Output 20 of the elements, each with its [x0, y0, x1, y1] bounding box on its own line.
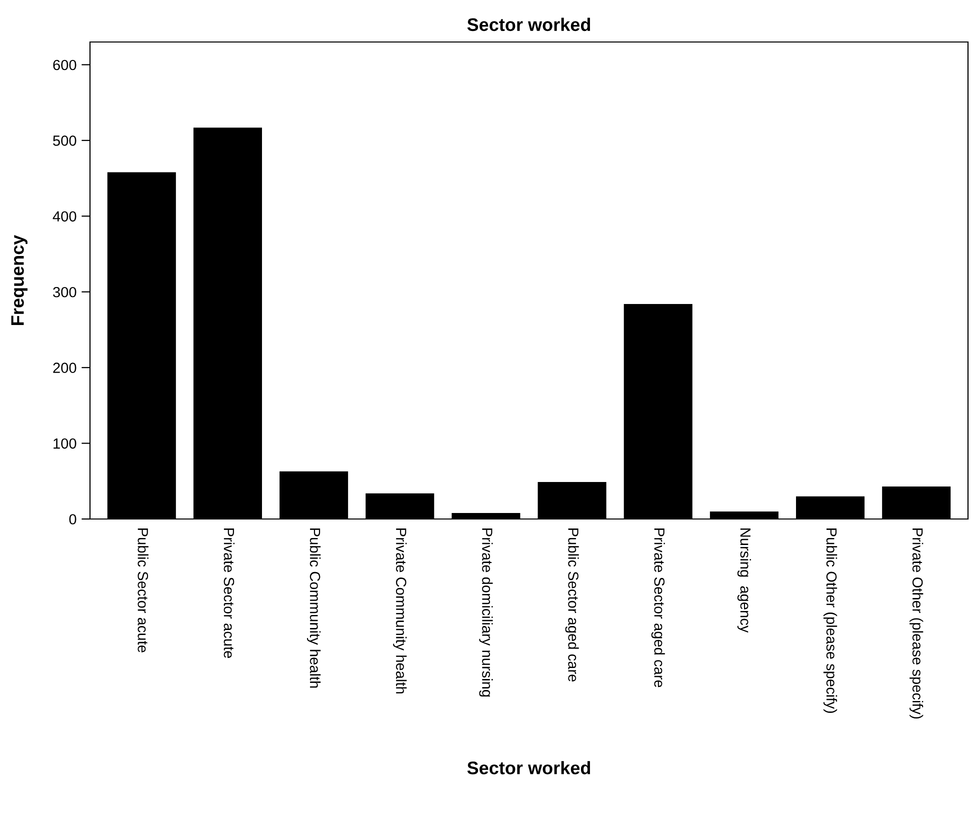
y-tick-label: 0: [69, 514, 76, 524]
chart-title: Sector worked: [467, 18, 590, 32]
y-tick-label: 400: [52, 211, 76, 222]
x-tick-label: Private Sector acute: [224, 528, 235, 658]
x-axis-title: Sector worked: [467, 761, 590, 774]
x-tick-label: Private Sector aged care: [651, 528, 665, 688]
x-tick-label: Private Community health: [393, 528, 407, 694]
y-tick-label: 200: [53, 362, 76, 373]
x-tick-label: Private domiciliary nursing: [479, 528, 493, 697]
x-tick-label: Public Other (please specify): [823, 528, 838, 713]
y-tick-label: 600: [53, 60, 76, 70]
x-tick-label: Public Sector aged care: [565, 528, 579, 682]
x-tick-label: Nursing agency: [737, 528, 751, 633]
y-tick-label: 100: [54, 438, 76, 449]
x-tick-label: Private Other (please specify): [910, 528, 924, 719]
y-tick-label: 300: [53, 286, 76, 298]
x-tick-label: Public Sector acute: [138, 528, 148, 652]
y-tick-label: 500: [53, 136, 76, 146]
x-tick-label: Public Community health: [307, 528, 321, 688]
y-axis-title: Frequency: [11, 234, 28, 325]
